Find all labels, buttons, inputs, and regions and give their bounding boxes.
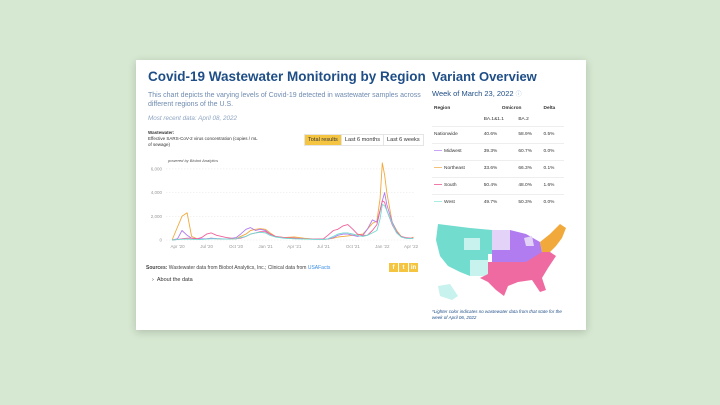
y-tick-label: 2,000 — [151, 214, 163, 219]
ba2-cell: 66.3% — [516, 159, 542, 177]
x-tick-label: Jul '21 — [317, 244, 330, 249]
wastewater-label: Wastewater: — [148, 130, 175, 135]
region-name: West — [444, 200, 455, 205]
variant-row: Northeast 33.6% 66.3% 0.1% — [432, 159, 564, 177]
x-tick-label: Apr '20 — [170, 244, 185, 249]
delta-cell: 1.6% — [541, 176, 564, 194]
map-south — [480, 252, 556, 296]
y-tick-label: 0 — [159, 238, 162, 243]
map-west-light-nm — [470, 260, 488, 276]
about-label: About the data — [156, 277, 193, 283]
header-region: Region — [434, 106, 451, 111]
usafacts-link[interactable]: USAFacts — [307, 265, 331, 271]
wastewater-sub: Effective SARS-CoV-2 virus concentration… — [148, 136, 258, 147]
linkedin-icon[interactable]: in — [409, 263, 418, 272]
legend-swatch — [434, 166, 442, 169]
region-cell: Nationwide — [432, 125, 482, 143]
info-circle-icon[interactable]: ⓘ — [515, 92, 522, 98]
legend-swatch — [434, 200, 442, 203]
time-range-toggle: Total results Last 6 months Last 6 weeks — [304, 134, 424, 146]
x-tick-label: Jan '22 — [375, 244, 390, 249]
us-region-map — [436, 224, 566, 300]
last-6-months-button[interactable]: Last 6 months — [342, 135, 384, 145]
delta-cell: 0.1% — [541, 159, 564, 177]
map-west-light — [464, 238, 480, 250]
header-ba2: BA.2 — [518, 116, 529, 122]
header-ba1: BA.1&1.1 — [483, 116, 504, 122]
total-results-button[interactable]: Total results — [305, 135, 342, 145]
last-6-weeks-button[interactable]: Last 6 weeks — [387, 137, 420, 143]
x-tick-label: Apr '22 — [404, 244, 418, 249]
variant-table: Region Omicron Delta BA.1&1.1 BA.2 Nationwi… — [432, 104, 564, 211]
y-tick-label: 6,000 — [151, 166, 163, 171]
ba1-cell: 39.3% — [481, 142, 517, 160]
twitter-icon[interactable]: t — [399, 263, 408, 272]
sources-label: Sources: — [146, 265, 168, 271]
dashboard-card: Covid-19 Wastewater Monitoring by Region… — [136, 60, 586, 330]
region-cell: Northeast — [432, 159, 482, 177]
region-cell: West — [432, 193, 482, 211]
ba1-cell: 50.4% — [481, 176, 517, 194]
chart-description: This chart depicts the varying levels of… — [148, 92, 421, 108]
map-northeast — [540, 224, 566, 252]
delta-cell: 0.0% — [541, 193, 564, 211]
ba1-cell: 49.7% — [481, 193, 517, 211]
social-share: f t in — [389, 263, 418, 272]
wastewater-line-chart: 0 2,000 4,000 6,000 Apr '20 Jul '20 Oct '20 Jan… — [151, 158, 418, 249]
week-label: Week of March 23, 2022 — [432, 89, 514, 98]
sources-text: Wastewater data from Biobot Analytics, I… — [167, 265, 308, 271]
x-tick-label: Jul '20 — [200, 244, 213, 249]
x-tick-label: Oct '21 — [346, 244, 361, 249]
sources: Sources: Wastewater data from Biobot Ana… — [146, 265, 330, 271]
map-alaska — [438, 284, 458, 300]
ba2-cell: 60.7% — [516, 142, 542, 160]
most-recent-date: Most recent data: April 08, 2022 — [148, 115, 238, 122]
map-note: *Lighter color indicates no wastewater d… — [432, 309, 562, 320]
delta-cell: 0.0% — [541, 142, 564, 160]
region-name: Northeast — [444, 166, 465, 171]
map-midwest-light-mi — [524, 236, 534, 246]
series-line-west — [172, 204, 414, 241]
ba1-cell: 33.6% — [481, 159, 517, 177]
legend-swatch — [434, 149, 442, 152]
y-tick-label: 4,000 — [151, 190, 163, 195]
y-axis-description: Wastewater: Effective SARS-CoV-2 virus c… — [148, 130, 258, 148]
variant-row: Midwest 39.3% 60.7% 0.0% — [432, 142, 564, 160]
ba2-cell: 50.3% — [516, 193, 542, 211]
facebook-icon[interactable]: f — [389, 263, 398, 272]
header-delta: Delta — [543, 106, 556, 111]
variant-row: South 50.4% 48.0% 1.6% — [432, 176, 564, 194]
about-the-data-toggle[interactable]: › About the data — [152, 277, 193, 283]
ba2-cell: 58.9% — [516, 125, 542, 143]
region-name: Nationwide — [434, 132, 458, 137]
header-omicron: Omicron — [501, 106, 522, 111]
delta-cell: 0.5% — [541, 125, 564, 143]
x-tick-label: Jan '21 — [258, 244, 273, 249]
page-title: Covid-19 Wastewater Monitoring by Region — [148, 69, 426, 84]
variant-week: Week of March 23, 2022 ⓘ — [432, 89, 522, 98]
variant-row: Nationwide 40.6% 58.9% 0.5% — [432, 125, 564, 143]
x-tick-label: Oct '20 — [229, 244, 244, 249]
region-cell: South — [432, 176, 482, 194]
legend-swatch — [434, 183, 442, 186]
variant-title: Variant Overview — [432, 69, 537, 84]
ba2-cell: 48.0% — [516, 176, 542, 194]
variant-row: West 49.7% 50.3% 0.0% — [432, 193, 564, 211]
ba1-cell: 40.6% — [481, 125, 517, 143]
map-midwest-light — [492, 230, 510, 250]
region-cell: Midwest — [432, 142, 482, 160]
region-name: Midwest — [444, 149, 462, 154]
chevron-right-icon: › — [152, 277, 157, 283]
region-name: South — [444, 183, 457, 188]
chart-annotation: powered by Biobot Analytics — [167, 158, 218, 163]
x-tick-label: Apr '21 — [287, 244, 302, 249]
